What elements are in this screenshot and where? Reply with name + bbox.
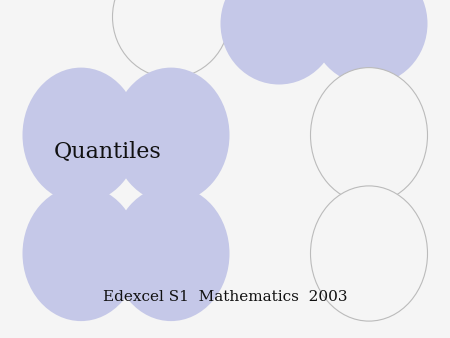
Text: Quantiles: Quantiles bbox=[54, 141, 162, 163]
Ellipse shape bbox=[310, 68, 428, 203]
Ellipse shape bbox=[112, 0, 230, 78]
Text: Edexcel S1  Mathematics  2003: Edexcel S1 Mathematics 2003 bbox=[103, 290, 347, 305]
Ellipse shape bbox=[310, 186, 428, 321]
Ellipse shape bbox=[310, 0, 428, 84]
Ellipse shape bbox=[22, 68, 140, 203]
Ellipse shape bbox=[220, 0, 338, 84]
Ellipse shape bbox=[112, 68, 230, 203]
Ellipse shape bbox=[112, 186, 230, 321]
Ellipse shape bbox=[22, 186, 140, 321]
